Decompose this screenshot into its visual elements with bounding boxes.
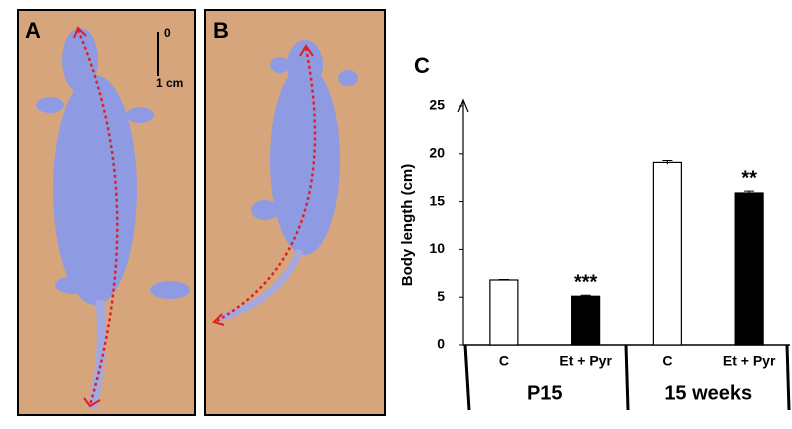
panel-label: C	[414, 53, 430, 78]
y-tick-label: 5	[437, 288, 445, 304]
significance-label: **	[741, 167, 757, 189]
y-tick-label: 20	[429, 145, 445, 161]
y-tick-label: 25	[429, 97, 445, 113]
bar	[652, 161, 682, 346]
bar	[489, 279, 519, 346]
bar	[734, 192, 764, 346]
panel-label: A	[25, 18, 41, 43]
y-tick-label: 0	[437, 336, 445, 352]
error-bar	[580, 294, 591, 298]
photo-b: B	[204, 9, 386, 416]
group-separator	[624, 344, 630, 411]
x-tick-label: C	[499, 353, 509, 369]
significance-label: ***	[574, 272, 598, 294]
group-label: P15	[527, 382, 563, 404]
panel-label: B	[213, 18, 229, 43]
scale-label: 1 cm	[156, 76, 183, 90]
x-tick-label: Et + Pyr	[559, 353, 612, 369]
x-tick-label: Et + Pyr	[723, 353, 776, 369]
x-tick-label: C	[662, 353, 672, 369]
group-separator	[785, 344, 791, 411]
error-bar	[498, 279, 509, 281]
group-label: 15 weeks	[664, 382, 752, 404]
y-tick-label: 10	[429, 240, 445, 256]
chart: C Body length (cm) 0 5 10 15 20 25 C Et + Pyr **…	[399, 53, 791, 411]
error-bar	[744, 190, 755, 195]
error-bar	[662, 159, 673, 165]
photo-a: A 0 1 cm	[17, 9, 196, 416]
bar	[571, 295, 601, 346]
y-axis-label: Body length (cm)	[399, 164, 416, 287]
group-separator	[463, 344, 471, 411]
y-tick-label: 15	[429, 192, 445, 208]
axis-arrow	[457, 98, 469, 113]
scale-zero: 0	[164, 26, 171, 40]
